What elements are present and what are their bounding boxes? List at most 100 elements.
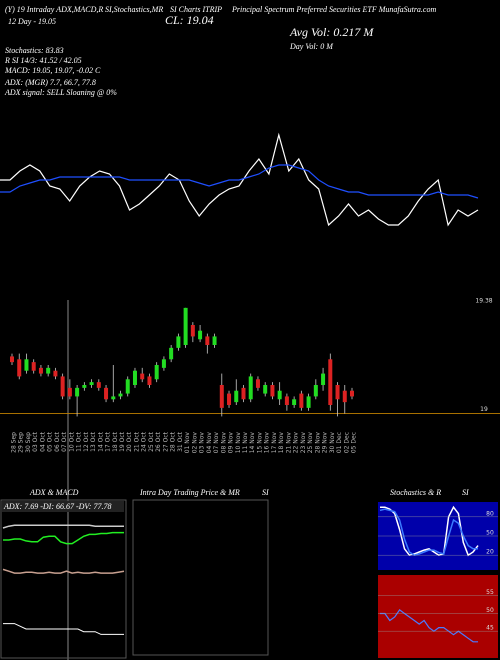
x-tick-label: 10 Oct <box>68 431 75 452</box>
candle-body <box>132 370 137 385</box>
series-line <box>379 508 478 557</box>
candle-body <box>342 390 347 403</box>
x-tick-label: 19 Oct <box>119 431 126 452</box>
x-tick-label: 25 Nov <box>307 432 314 454</box>
x-tick-label: 07 Oct <box>61 431 68 452</box>
series-line <box>0 132 479 227</box>
header-text: Principal Spectrum Preferred Securities … <box>231 5 436 14</box>
candle-body <box>96 382 101 388</box>
x-tick-label: 14 Oct <box>97 431 104 452</box>
candle-body <box>154 365 159 380</box>
candle-body <box>125 379 130 394</box>
header-text: MACD: 19.05, 19.07, -0.02 C <box>4 66 101 75</box>
series-line <box>2 568 125 574</box>
candle-body <box>10 356 14 363</box>
candle-body <box>118 393 123 397</box>
candle-body <box>292 399 297 405</box>
candle-body <box>38 367 43 374</box>
x-tick-label: 11 Oct <box>76 431 83 452</box>
candle-body <box>24 359 29 371</box>
x-tick-label: 20 Oct <box>126 431 133 452</box>
header-text: 12 Day - 19.05 <box>8 17 56 26</box>
candle-body <box>321 373 326 385</box>
y-tick-label: 45 <box>486 625 494 632</box>
candle-body <box>169 347 174 360</box>
candle-body <box>248 376 253 400</box>
y-tick-label: 50 <box>486 530 494 537</box>
candle-body <box>227 393 232 405</box>
candle-body <box>183 307 188 345</box>
panel-title: ADX & MACD <box>29 488 79 497</box>
rsi-panel <box>378 575 498 658</box>
x-tick-label: 21 Nov <box>285 432 292 454</box>
x-tick-label: 01 Dec <box>336 432 343 453</box>
candle-body <box>140 373 145 380</box>
x-tick-label: 10 Nov <box>235 432 242 454</box>
y-tick-label: 19.38 <box>475 298 492 305</box>
candle-body <box>161 359 166 368</box>
x-tick-label: 22 Nov <box>293 432 300 454</box>
x-tick-label: 05 Dec <box>351 432 358 453</box>
candle-body <box>60 376 65 397</box>
x-tick-label: 04 Nov <box>206 432 213 454</box>
series-line <box>0 164 479 199</box>
x-tick-label: 24 Oct <box>141 431 148 452</box>
x-tick-label: 05 Oct <box>47 431 54 452</box>
x-tick-label: 17 Oct <box>105 431 112 452</box>
candle-body <box>255 379 260 388</box>
panel-title: Intra Day Trading Price & MR <box>139 488 240 497</box>
x-tick-label: 11 Nov <box>242 432 249 454</box>
y-tick-label: 19 <box>480 406 488 413</box>
x-tick-label: 30 Nov <box>329 432 336 454</box>
series-line <box>3 531 124 545</box>
candle-body <box>198 330 203 340</box>
header-text: CL: 19.04 <box>165 13 214 27</box>
candle-body <box>147 376 152 385</box>
x-tick-label: 30 Sep <box>25 432 32 453</box>
x-tick-label: 01 Nov <box>184 432 191 454</box>
x-tick-label: 26 Oct <box>155 431 162 452</box>
candle-body <box>104 387 109 400</box>
candle-body <box>190 325 195 337</box>
candle-body <box>350 390 354 397</box>
header-text: SI,Stochastics,MR <box>105 5 163 14</box>
header-text: ADX signal: SELL Sloaning @ 0% <box>4 88 117 97</box>
panel-subtitle: SI <box>462 488 469 497</box>
candle-body <box>176 336 181 348</box>
x-tick-label: 03 Oct <box>32 431 39 452</box>
candle-body <box>46 367 51 374</box>
x-tick-label: 16 Nov <box>264 432 271 454</box>
header-text: Day Vol: 0 M <box>289 42 334 51</box>
candle-body <box>219 385 224 408</box>
x-tick-label: 15 Nov <box>256 432 263 454</box>
series-line <box>3 623 124 635</box>
panel-subtitle: SI <box>262 488 269 497</box>
candle-body <box>277 390 282 400</box>
series-line <box>380 609 478 643</box>
y-tick-label: 20 <box>486 549 494 556</box>
candle-body <box>234 390 239 403</box>
candle-body <box>89 382 94 385</box>
x-tick-label: 09 Nov <box>228 432 235 454</box>
candle-body <box>270 385 275 397</box>
x-tick-label: 13 Oct <box>90 431 97 452</box>
annotation-box <box>2 501 124 512</box>
header-text: SI Charts ITRIP <box>170 5 222 14</box>
x-tick-label: 14 Nov <box>249 432 256 454</box>
x-tick-label: 29 Nov <box>322 432 329 454</box>
x-tick-label: 28 Oct <box>170 431 177 452</box>
x-tick-label: 23 Nov <box>300 432 307 454</box>
x-tick-label: 25 Oct <box>148 431 155 452</box>
candle-body <box>111 396 116 400</box>
x-tick-label: 08 Nov <box>220 432 227 454</box>
header-text: (Y) 19 Intraday ADX,MACD,R <box>5 5 103 14</box>
x-tick-label: 31 Oct <box>177 431 184 452</box>
x-tick-label: 07 Nov <box>213 432 220 454</box>
x-tick-label: 18 Oct <box>112 431 119 452</box>
adx-panel <box>0 499 127 659</box>
candle-body <box>299 393 304 408</box>
x-tick-label: 02 Dec <box>343 432 350 453</box>
x-tick-label: 17 Nov <box>271 432 278 454</box>
